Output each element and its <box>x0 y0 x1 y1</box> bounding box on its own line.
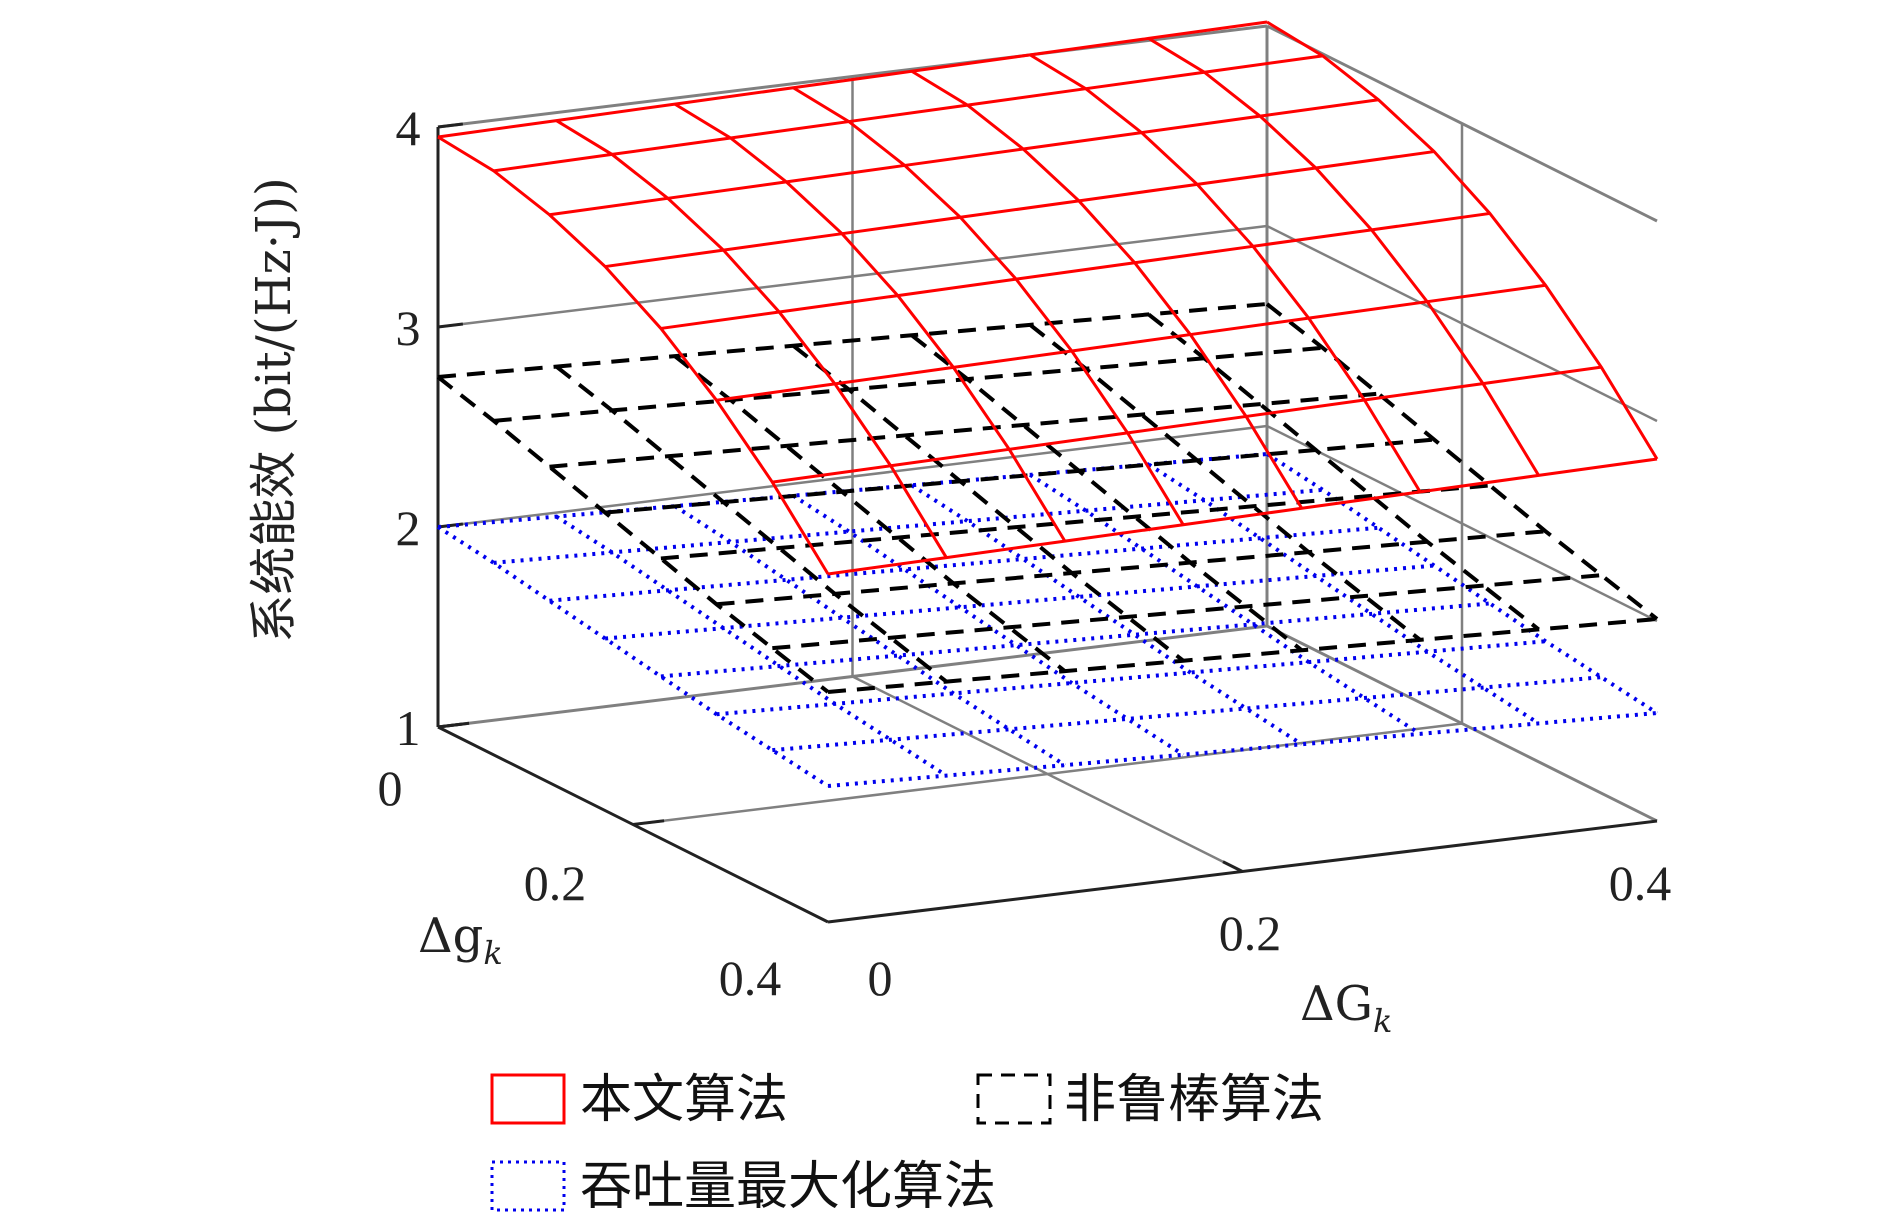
gridline <box>1266 424 1658 623</box>
surface-line-x <box>772 365 1602 484</box>
surface-line-y <box>555 514 948 778</box>
surface-line-x <box>716 283 1546 402</box>
z-tick-label: 1 <box>396 700 421 756</box>
surface-line-y <box>436 375 830 694</box>
gridline <box>1266 224 1658 423</box>
surface-line-x <box>549 525 1379 603</box>
gridline <box>632 722 1463 826</box>
surface-line-y <box>910 483 1303 746</box>
surfaces <box>436 20 1659 788</box>
surface-line-y <box>673 504 1066 767</box>
x-axis-label-sub: k <box>1373 1002 1392 1040</box>
y-axis-label-sub: k <box>483 934 502 972</box>
surface-line-y <box>791 344 1185 663</box>
legend-label-series-3: 吞吐量最大化算法 <box>580 1157 996 1217</box>
x-tick-label: 0 <box>868 950 893 1006</box>
tick-mark <box>437 122 464 129</box>
surface-line-y <box>674 102 1067 542</box>
tick-labels: 1 2 3 4 0 0.2 0.4 0 0.2 0.4 <box>378 100 1672 1006</box>
surface-line-x <box>549 391 1379 469</box>
surface-line-x <box>549 98 1379 217</box>
z-tick-label: 3 <box>396 300 421 356</box>
surface-line-x <box>493 54 1323 173</box>
surface-line-y <box>792 494 1185 757</box>
x-axis-label: ΔGk <box>1300 976 1392 1040</box>
surface-line-y <box>673 354 1067 673</box>
tick-mark <box>632 819 665 826</box>
y-axis-label: Δgk <box>418 908 503 972</box>
gridline <box>437 224 1268 329</box>
surface-line-x <box>493 487 1323 565</box>
surface-line-y <box>1029 53 1422 493</box>
y-axis-label-main: Δg <box>418 908 483 964</box>
legend-swatch-series-2 <box>976 1073 1052 1125</box>
surface-line-x <box>437 302 1268 379</box>
surface-line-y <box>1265 452 1659 715</box>
tick-mark <box>1222 860 1244 873</box>
surface-line-x <box>437 20 1268 139</box>
surface-line-x <box>772 573 1602 651</box>
tick-mark <box>437 322 464 329</box>
surface-line-y <box>1265 302 1659 621</box>
y-tick-label: 0.4 <box>719 950 782 1006</box>
surface-line-y <box>555 119 948 559</box>
legend-swatch-series-1 <box>490 1073 566 1125</box>
surface-line-y <box>1147 462 1540 726</box>
surface-line-y <box>1266 20 1659 460</box>
surface-line-y <box>792 86 1185 526</box>
x-tick-label: 0.4 <box>1609 855 1672 911</box>
surface-line-y <box>910 333 1304 652</box>
z-tick-label: 2 <box>396 500 421 556</box>
gridline <box>437 424 1268 529</box>
legend-swatch-series-3 <box>490 1160 566 1212</box>
legend: 本文算法 非鲁棒算法 吞吐量最大化算法 <box>490 1070 1324 1217</box>
surface-line-y <box>1028 323 1422 642</box>
surface-line-x <box>493 345 1323 423</box>
surface-line-x <box>716 639 1546 717</box>
tick-mark <box>437 522 464 529</box>
surface-line-y <box>910 69 1304 510</box>
surface-series-1 <box>437 20 1659 576</box>
z-axis-label: 系统能效 (bit/(Hz·J)) <box>246 177 302 642</box>
surface-line-x <box>660 211 1491 330</box>
surface-line-x <box>604 150 1435 269</box>
tick-mark <box>437 722 464 729</box>
surface-series-2 <box>436 302 1659 694</box>
surface-line-x <box>660 483 1491 561</box>
surface-line-x <box>827 617 1658 694</box>
surface-line-x <box>827 711 1658 788</box>
surface-line-y <box>1029 473 1422 736</box>
y-tick-label: 0.2 <box>524 855 587 911</box>
legend-label-series-2: 非鲁棒算法 <box>1064 1070 1324 1130</box>
surface-line-x <box>604 437 1435 515</box>
surface-line-x <box>604 563 1435 641</box>
surface-line-y <box>437 135 830 575</box>
legend-label-series-1: 本文算法 <box>580 1070 788 1130</box>
surface-line-y <box>436 525 830 788</box>
surface-line-x <box>716 529 1546 607</box>
surface-line-x <box>772 675 1602 753</box>
surface-line-y <box>1147 37 1540 477</box>
surface-line-y <box>555 365 948 684</box>
x-tick-label: 0.2 <box>1219 905 1282 961</box>
surface-line-x <box>827 457 1658 576</box>
surface-line-x <box>660 601 1491 679</box>
y-tick-label: 0 <box>378 760 403 816</box>
z-tick-label: 4 <box>396 100 421 156</box>
x-axis-label-main: ΔG <box>1300 976 1373 1032</box>
surface-line-y <box>1147 312 1540 631</box>
